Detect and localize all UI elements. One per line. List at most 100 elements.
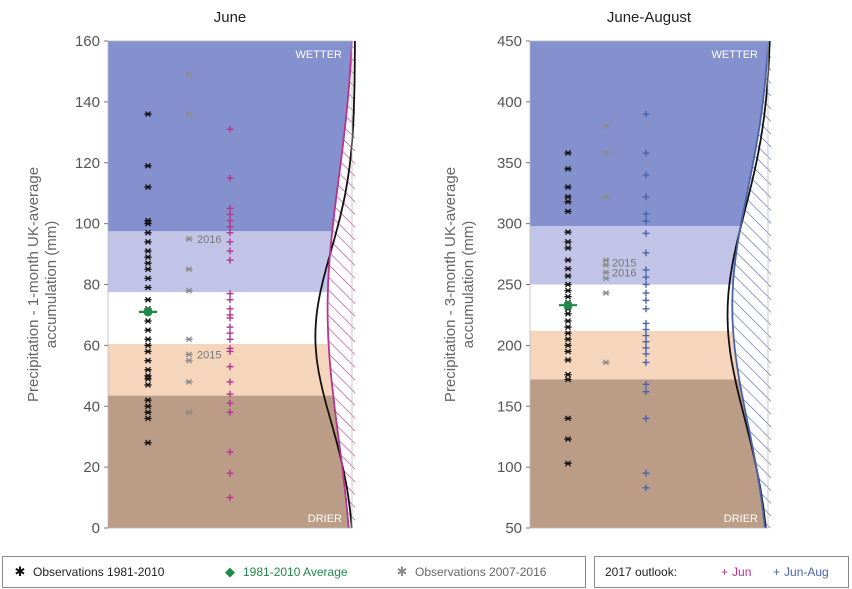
observation-1981-2010-marker-stroke (145, 415, 151, 422)
observation-2007-2016-marker-stroke (603, 275, 609, 282)
plus-marker-icon: + (773, 565, 781, 579)
observation-1981-2010-marker-stroke (145, 372, 151, 379)
legend-item-junaug: + Jun-Aug (773, 557, 829, 587)
chart-panel-june: WETTER DRIER 0 20 40 60 80 100 120 140 160 June Prec… (25, 9, 356, 537)
year-label: 2016 (197, 234, 221, 246)
observation-1981-2010-marker-stroke (145, 327, 151, 334)
y-axis-label: accumulation (mm) (43, 221, 60, 349)
observation-1981-2010-marker-stroke (145, 357, 151, 364)
observation-1981-2010-marker-stroke (565, 265, 571, 272)
observation-2007-2016-marker-stroke (603, 290, 609, 297)
observation-1981-2010-marker-stroke (565, 348, 571, 355)
observation-1981-2010-marker-stroke (565, 272, 571, 279)
average-marker (143, 307, 153, 317)
observation-1981-2010-marker-stroke (565, 371, 571, 378)
observation-1981-2010-marker-stroke (565, 376, 571, 383)
band-label-wetter: WETTER (712, 49, 758, 61)
observation-2007-2016-marker-stroke (186, 378, 192, 385)
observation-1981-2010-marker-stroke (145, 296, 151, 303)
legend-outlook-title: 2017 outlook: (605, 557, 677, 587)
y-tick-label: 120 (75, 155, 100, 172)
observation-2007-2016-marker-stroke (603, 193, 609, 200)
legend-label-junaug: Jun-Aug (784, 565, 829, 579)
legend-item-observations-2007-2016: ✱ Observations 2007-2016 (393, 557, 547, 587)
year-label: 2016 (612, 267, 636, 279)
observation-1981-2010-marker-stroke (145, 348, 151, 355)
observation-1981-2010-marker-stroke (145, 409, 151, 416)
y-tick-label: 100 (75, 216, 100, 233)
observation-1981-2010-marker-stroke (145, 260, 151, 267)
y-tick-label: 100 (497, 459, 522, 476)
observation-2007-2016-marker-stroke (186, 287, 192, 294)
legend-label-average: 1981-2010 Average (243, 565, 348, 579)
observation-1981-2010-marker-stroke (145, 342, 151, 349)
observation-1981-2010-marker-stroke (565, 184, 571, 191)
observation-1981-2010-marker-stroke (145, 366, 151, 373)
y-tick-label: 250 (497, 277, 522, 294)
y-tick-label: 150 (497, 398, 522, 415)
observation-1981-2010-marker-stroke (145, 284, 151, 291)
y-axis-label: Precipitation - 1-month UK-average (25, 167, 42, 402)
observation-1981-2010-marker-stroke (565, 281, 571, 288)
observation-2007-2016-marker-stroke (603, 123, 609, 130)
average-marker (563, 300, 573, 310)
observation-1981-2010-marker-stroke (565, 208, 571, 215)
observation-1981-2010-marker-stroke (565, 150, 571, 156)
observation-2007-2016-marker-stroke (186, 71, 192, 78)
y-tick-label: 80 (83, 277, 100, 294)
chart-title: June-August (607, 9, 692, 26)
y-axis-label: Precipitation - 3-month UK-average (442, 167, 459, 402)
y-tick-label: 350 (497, 155, 522, 172)
observation-1981-2010-marker-stroke (565, 357, 571, 363)
outlook-curve (731, 40, 770, 529)
observation-2007-2016-marker-stroke (603, 269, 609, 276)
observation-1981-2010-marker-stroke (565, 342, 571, 349)
observation-1981-2010-marker-stroke (565, 193, 571, 200)
chart-panel-june-august: WETTER DRIER 50 100 150 200 250 300 350 400 450 Jun… (442, 9, 771, 537)
observation-1981-2010-marker-stroke (145, 248, 151, 254)
observation-1981-2010-marker-stroke (565, 415, 571, 422)
observation-2007-2016-marker-stroke (186, 266, 192, 273)
tercile-band (108, 41, 352, 232)
observation-2007-2016-marker-stroke (186, 336, 192, 343)
tercile-band (530, 379, 768, 528)
observation-2007-2016-marker-stroke (186, 111, 192, 118)
observation-1981-2010-marker-stroke (565, 244, 571, 251)
observation-2007-2016-marker-stroke (186, 357, 192, 364)
legend-item-average: ◆ 1981-2010 Average (221, 557, 348, 587)
observation-1981-2010-marker-stroke (145, 381, 151, 388)
y-tick-label: 400 (497, 94, 522, 111)
observation-1981-2010-marker-stroke (565, 330, 571, 337)
precipitation-charts: WETTER DRIER 0 20 40 60 80 100 120 140 160 June Prec… (25, 9, 771, 537)
observation-1981-2010-marker-stroke (145, 275, 151, 282)
legend-label-jun: Jun (732, 565, 752, 579)
outlook-curve (326, 40, 353, 529)
y-tick-label: 0 (92, 520, 100, 537)
observation-1981-2010-marker-stroke (145, 254, 151, 261)
chart-title: June (214, 9, 247, 26)
y-tick-label: 300 (497, 216, 522, 233)
y-tick-label: 450 (497, 33, 522, 50)
observation-1981-2010-marker-stroke (145, 238, 151, 245)
observation-1981-2010-marker-stroke (145, 439, 151, 446)
legend-label-outlook: 2017 outlook: (605, 565, 678, 579)
y-tick-label: 50 (505, 520, 522, 537)
plus-marker-icon: + (721, 565, 729, 579)
observation-2007-2016-marker-stroke (603, 359, 609, 366)
observation-1981-2010-marker-stroke (565, 287, 571, 294)
year-label: 2015 (197, 350, 221, 362)
observation-2007-2016-marker-stroke (603, 150, 609, 156)
observation-1981-2010-marker-stroke (145, 266, 151, 273)
observation-2007-2016-marker-stroke (186, 409, 192, 416)
asterisk-marker-icon: ✱ (14, 564, 26, 579)
observation-1981-2010-marker-stroke (565, 293, 571, 300)
observation-2007-2016-marker-stroke (186, 235, 192, 242)
y-tick-label: 160 (75, 33, 100, 50)
legend-observations: ✱ Observations 1981-2010 ◆ 1981-2010 Ave… (2, 556, 586, 588)
observation-1981-2010-marker-stroke (565, 436, 571, 443)
band-label-wetter: WETTER (296, 49, 342, 61)
observation-2007-2016-marker-stroke (603, 262, 609, 268)
observation-1981-2010-marker-stroke (145, 111, 151, 118)
observation-1981-2010-marker-stroke (145, 397, 151, 404)
y-tick-label: 60 (83, 337, 100, 354)
